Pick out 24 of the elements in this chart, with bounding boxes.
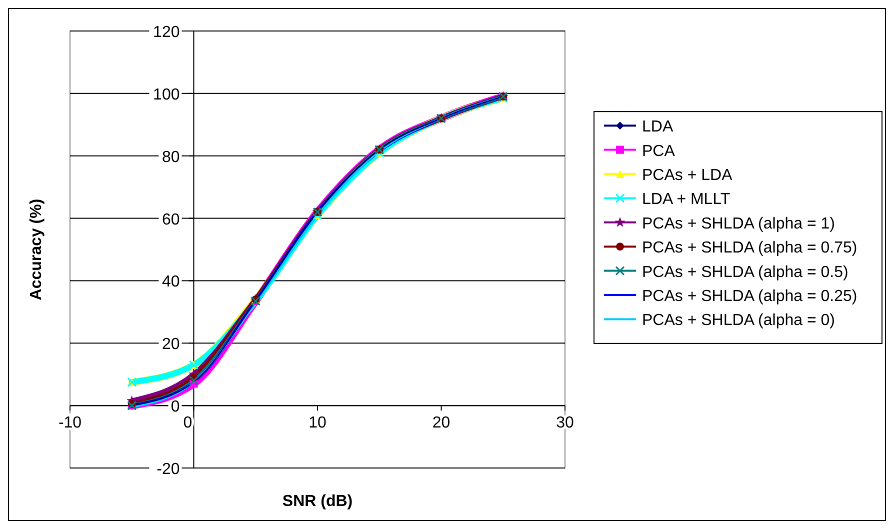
- x-tick-label: 20: [432, 414, 450, 432]
- x-tick-label: 10: [308, 414, 326, 432]
- x-tick-label: 0: [183, 414, 192, 432]
- legend-label: PCAs + SHLDA (alpha = 0.25): [642, 288, 858, 305]
- legend-label: PCAs + LDA: [642, 167, 733, 184]
- legend-label: PCAs + SHLDA (alpha = 0.5): [642, 264, 848, 281]
- x-tick-label: 30: [556, 414, 574, 432]
- legend-label: PCA: [642, 142, 676, 160]
- legend-label: PCAs + SHLDA (alpha = 1): [642, 215, 835, 232]
- x-tick-label: -10: [58, 414, 82, 432]
- y-axis-title: Accuracy (%): [28, 198, 45, 300]
- y-tick-label: 120: [153, 24, 180, 41]
- y-tick-label: 0: [170, 398, 180, 416]
- y-tick-label: 60: [162, 211, 180, 228]
- legend-label: PCAs + SHLDA (alpha = 0.75): [642, 240, 858, 257]
- y-tick-label: -20: [156, 461, 180, 478]
- y-tick-label: 80: [162, 148, 180, 166]
- legend-label: LDA + MLLT: [642, 191, 730, 208]
- legend-label: PCAs + SHLDA (alpha = 0): [642, 312, 835, 330]
- y-tick-label: 40: [162, 274, 180, 291]
- legend-label: LDA: [642, 118, 674, 136]
- y-tick-label: 100: [153, 86, 180, 104]
- x-axis-title: SNR (dB): [282, 493, 353, 510]
- y-tick-label: 20: [162, 336, 180, 354]
